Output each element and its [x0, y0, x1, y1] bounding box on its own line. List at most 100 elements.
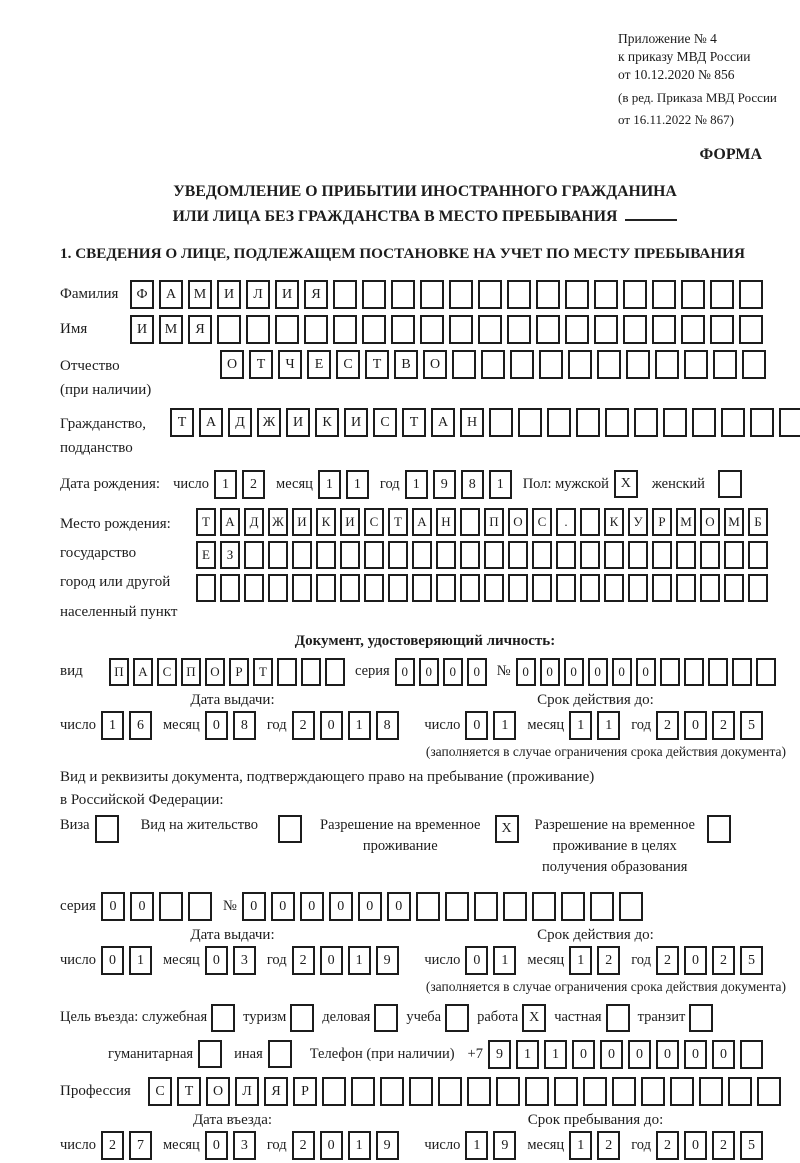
char-cell[interactable] — [444, 891, 469, 921]
char-cell[interactable]: 1 — [569, 710, 593, 740]
char-cell[interactable]: П — [109, 657, 129, 686]
char-cell[interactable]: 0 — [319, 1130, 343, 1160]
char-cell[interactable]: Т — [402, 407, 426, 437]
char-cell[interactable] — [322, 1076, 346, 1106]
char-cell[interactable] — [364, 573, 384, 602]
char-cell[interactable]: 0 — [357, 891, 382, 921]
char-cell[interactable]: 0 — [683, 1039, 707, 1069]
char-cell[interactable] — [220, 573, 240, 602]
char-cell[interactable] — [532, 573, 552, 602]
char-cell[interactable] — [351, 1076, 375, 1106]
char-cell[interactable] — [707, 657, 728, 686]
char-cell[interactable] — [525, 1076, 549, 1106]
char-cell[interactable]: С — [336, 349, 360, 379]
char-cell[interactable]: Б — [748, 507, 768, 536]
char-cell[interactable]: 0 — [204, 1130, 228, 1160]
char-cell[interactable]: 2 — [656, 945, 679, 975]
char-cell[interactable]: Т — [249, 349, 273, 379]
char-cell[interactable] — [158, 891, 183, 921]
char-cell[interactable]: 0 — [386, 891, 411, 921]
char-cell[interactable] — [560, 891, 585, 921]
char-cell[interactable] — [757, 1076, 781, 1106]
char-cell[interactable]: К — [315, 407, 339, 437]
char-cell[interactable] — [634, 407, 658, 437]
char-cell[interactable]: 0 — [465, 710, 489, 740]
char-cell[interactable] — [362, 279, 386, 309]
residence-permit-checkbox[interactable] — [278, 814, 303, 843]
char-cell[interactable] — [436, 540, 456, 569]
char-cell[interactable]: 0 — [299, 891, 324, 921]
char-cell[interactable]: Т — [365, 349, 389, 379]
purpose-official-checkbox[interactable] — [211, 1003, 236, 1032]
char-cell[interactable]: 0 — [684, 945, 707, 975]
char-cell[interactable]: И — [340, 507, 360, 536]
char-cell[interactable]: 2 — [242, 469, 266, 499]
char-cell[interactable]: 0 — [563, 657, 584, 686]
char-cell[interactable] — [268, 540, 288, 569]
char-cell[interactable]: 0 — [319, 710, 343, 740]
char-cell[interactable] — [333, 279, 357, 309]
char-cell[interactable]: 5 — [740, 710, 763, 740]
char-cell[interactable]: С — [364, 507, 384, 536]
char-cell[interactable] — [412, 540, 432, 569]
char-cell[interactable]: 0 — [328, 891, 353, 921]
char-cell[interactable]: О — [206, 1076, 230, 1106]
char-cell[interactable] — [748, 573, 768, 602]
char-cell[interactable]: И — [130, 314, 154, 344]
char-cell[interactable]: Я — [304, 279, 328, 309]
char-cell[interactable]: Я — [188, 314, 212, 344]
char-cell[interactable] — [518, 407, 542, 437]
char-cell[interactable]: 1 — [488, 469, 512, 499]
char-cell[interactable] — [583, 1076, 607, 1106]
char-cell[interactable] — [659, 657, 680, 686]
char-cell[interactable]: У — [628, 507, 648, 536]
char-cell[interactable] — [623, 279, 647, 309]
purpose-work-checkbox[interactable]: X — [522, 1003, 547, 1032]
char-cell[interactable] — [539, 349, 563, 379]
char-cell[interactable] — [364, 540, 384, 569]
char-cell[interactable] — [484, 540, 504, 569]
char-cell[interactable] — [467, 1076, 491, 1106]
char-cell[interactable] — [481, 349, 505, 379]
char-cell[interactable] — [565, 314, 589, 344]
char-cell[interactable]: 1 — [515, 1039, 539, 1069]
char-cell[interactable]: 1 — [347, 1130, 371, 1160]
char-cell[interactable]: 1 — [317, 469, 341, 499]
char-cell[interactable] — [187, 891, 212, 921]
char-cell[interactable] — [556, 573, 576, 602]
char-cell[interactable]: А — [412, 507, 432, 536]
char-cell[interactable]: 2 — [597, 1130, 621, 1160]
char-cell[interactable]: Т — [177, 1076, 201, 1106]
char-cell[interactable]: О — [700, 507, 720, 536]
char-cell[interactable] — [724, 540, 744, 569]
char-cell[interactable]: 0 — [100, 945, 124, 975]
char-cell[interactable] — [568, 349, 592, 379]
char-cell[interactable] — [489, 407, 513, 437]
char-cell[interactable]: А — [199, 407, 223, 437]
char-cell[interactable]: Ч — [278, 349, 302, 379]
temp-residence-checkbox[interactable]: X — [494, 814, 519, 843]
char-cell[interactable]: М — [188, 279, 212, 309]
char-cell[interactable] — [594, 279, 618, 309]
purpose-tourism-checkbox[interactable] — [290, 1003, 315, 1032]
char-cell[interactable] — [699, 1076, 723, 1106]
char-cell[interactable] — [742, 349, 766, 379]
char-cell[interactable] — [700, 540, 720, 569]
char-cell[interactable]: 1 — [100, 710, 124, 740]
char-cell[interactable] — [292, 540, 312, 569]
char-cell[interactable]: 0 — [465, 945, 489, 975]
char-cell[interactable] — [532, 540, 552, 569]
char-cell[interactable]: 8 — [232, 710, 256, 740]
char-cell[interactable] — [452, 349, 476, 379]
char-cell[interactable] — [316, 540, 336, 569]
char-cell[interactable]: 1 — [128, 945, 152, 975]
char-cell[interactable]: 0 — [204, 710, 228, 740]
char-cell[interactable] — [277, 657, 297, 686]
char-cell[interactable] — [460, 573, 480, 602]
char-cell[interactable] — [391, 314, 415, 344]
char-cell[interactable]: И — [286, 407, 310, 437]
char-cell[interactable]: 2 — [291, 1130, 315, 1160]
char-cell[interactable] — [554, 1076, 578, 1106]
purpose-transit-checkbox[interactable] — [689, 1003, 714, 1032]
char-cell[interactable]: М — [724, 507, 744, 536]
